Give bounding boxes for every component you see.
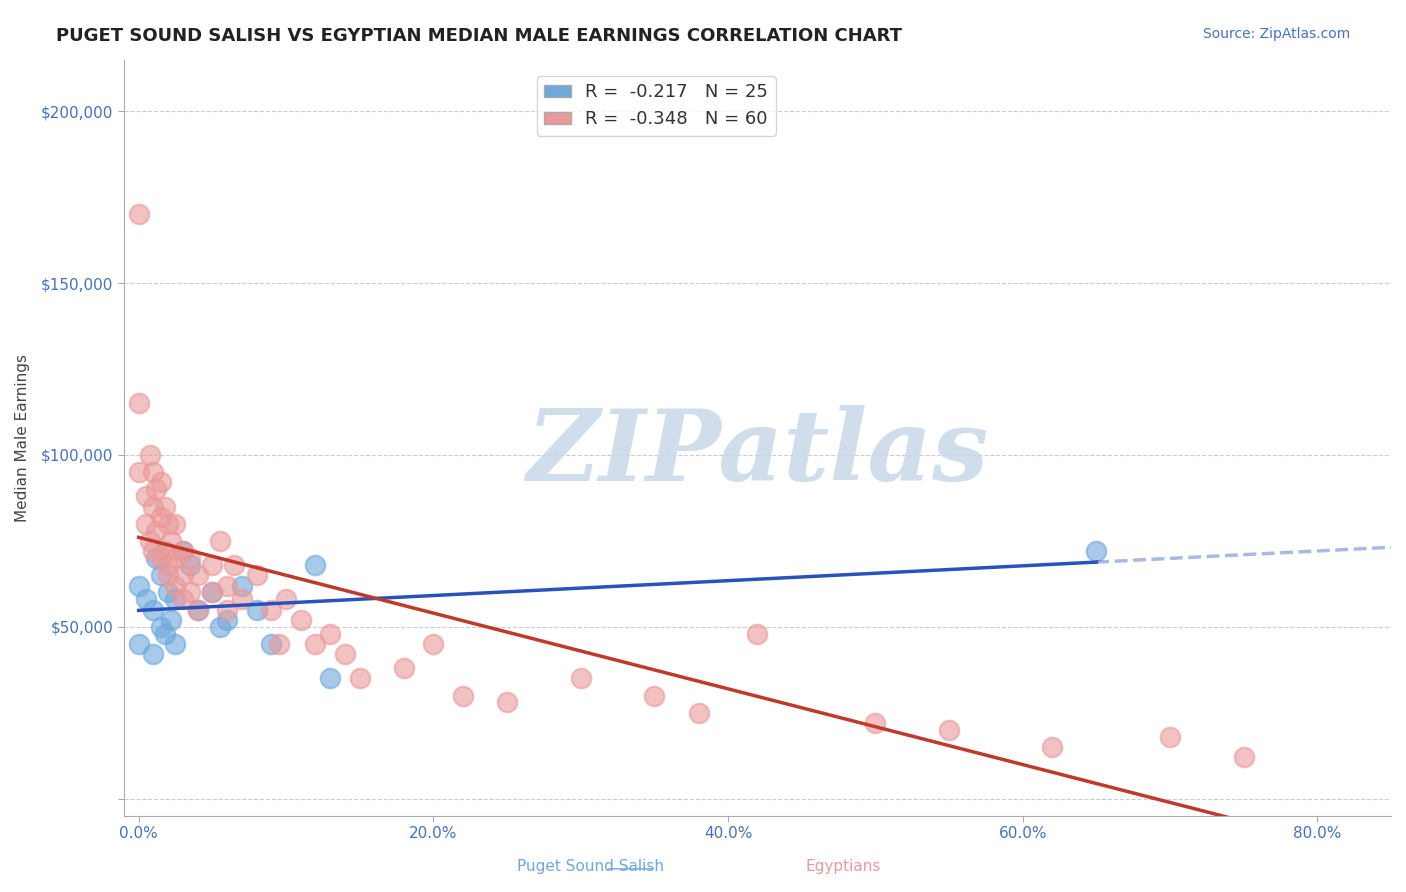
Point bbox=[145, 551, 167, 566]
Point bbox=[215, 613, 238, 627]
Text: PUGET SOUND SALISH VS EGYPTIAN MEDIAN MALE EARNINGS CORRELATION CHART: PUGET SOUND SALISH VS EGYPTIAN MEDIAN MA… bbox=[56, 27, 903, 45]
Point bbox=[201, 585, 224, 599]
Text: Egyptians: Egyptians bbox=[806, 859, 882, 874]
Point bbox=[201, 585, 224, 599]
Point bbox=[149, 509, 172, 524]
Point bbox=[688, 706, 710, 720]
Point bbox=[260, 602, 283, 616]
Point bbox=[165, 516, 187, 531]
Point bbox=[165, 578, 187, 592]
Point bbox=[172, 592, 194, 607]
Point bbox=[172, 544, 194, 558]
Point bbox=[165, 637, 187, 651]
Point bbox=[245, 602, 267, 616]
Point bbox=[153, 626, 176, 640]
Point bbox=[392, 661, 415, 675]
Point bbox=[747, 626, 769, 640]
Point bbox=[304, 637, 326, 651]
Point bbox=[938, 723, 960, 737]
Point bbox=[208, 620, 231, 634]
Point bbox=[160, 613, 183, 627]
Point bbox=[172, 544, 194, 558]
Point bbox=[231, 592, 253, 607]
Point bbox=[422, 637, 444, 651]
Point bbox=[319, 672, 342, 686]
Point bbox=[142, 465, 165, 479]
Legend: R =  -0.217   N = 25, R =  -0.348   N = 60: R = -0.217 N = 25, R = -0.348 N = 60 bbox=[537, 76, 776, 136]
Point bbox=[333, 648, 356, 662]
Text: ZIPatlas: ZIPatlas bbox=[526, 405, 988, 501]
Y-axis label: Median Male Earnings: Median Male Earnings bbox=[15, 354, 30, 522]
Point bbox=[643, 689, 665, 703]
Point bbox=[267, 637, 290, 651]
Point bbox=[145, 483, 167, 497]
Point bbox=[187, 568, 209, 582]
Point bbox=[153, 544, 176, 558]
Point bbox=[260, 637, 283, 651]
Point bbox=[172, 568, 194, 582]
Point bbox=[179, 585, 201, 599]
Point bbox=[142, 544, 165, 558]
Point bbox=[187, 602, 209, 616]
Point bbox=[165, 551, 187, 566]
Point bbox=[304, 558, 326, 572]
Point bbox=[128, 578, 150, 592]
Point bbox=[215, 578, 238, 592]
Point bbox=[128, 465, 150, 479]
Point bbox=[496, 696, 519, 710]
Point bbox=[160, 533, 183, 548]
Point bbox=[153, 500, 176, 514]
Point bbox=[179, 551, 201, 566]
Point bbox=[224, 558, 246, 572]
Point bbox=[157, 516, 180, 531]
Point bbox=[349, 672, 371, 686]
Point bbox=[290, 613, 312, 627]
Point bbox=[145, 524, 167, 538]
Point bbox=[1159, 730, 1181, 744]
Point bbox=[142, 500, 165, 514]
Point bbox=[274, 592, 297, 607]
Point bbox=[165, 592, 187, 607]
Point bbox=[142, 648, 165, 662]
Point bbox=[231, 578, 253, 592]
Point bbox=[157, 568, 180, 582]
Point bbox=[142, 602, 165, 616]
Point bbox=[139, 448, 162, 462]
Point bbox=[135, 489, 157, 503]
Point bbox=[149, 551, 172, 566]
Point bbox=[135, 516, 157, 531]
Point bbox=[128, 637, 150, 651]
Point bbox=[1085, 544, 1108, 558]
Point bbox=[569, 672, 592, 686]
Point bbox=[865, 716, 887, 731]
Text: Source: ZipAtlas.com: Source: ZipAtlas.com bbox=[1202, 27, 1350, 41]
Point bbox=[135, 592, 157, 607]
Point bbox=[139, 533, 162, 548]
Text: Puget Sound Salish: Puget Sound Salish bbox=[517, 859, 664, 874]
Point bbox=[157, 585, 180, 599]
Point bbox=[128, 207, 150, 221]
Point bbox=[187, 602, 209, 616]
Point bbox=[451, 689, 474, 703]
Point bbox=[179, 558, 201, 572]
Point bbox=[128, 396, 150, 410]
Point bbox=[149, 620, 172, 634]
Point bbox=[201, 558, 224, 572]
Point bbox=[149, 475, 172, 490]
Point bbox=[208, 533, 231, 548]
Point bbox=[157, 558, 180, 572]
Point bbox=[149, 568, 172, 582]
Point bbox=[1233, 750, 1256, 764]
Point bbox=[319, 626, 342, 640]
Point bbox=[1040, 740, 1063, 755]
Point bbox=[245, 568, 267, 582]
Point bbox=[215, 602, 238, 616]
